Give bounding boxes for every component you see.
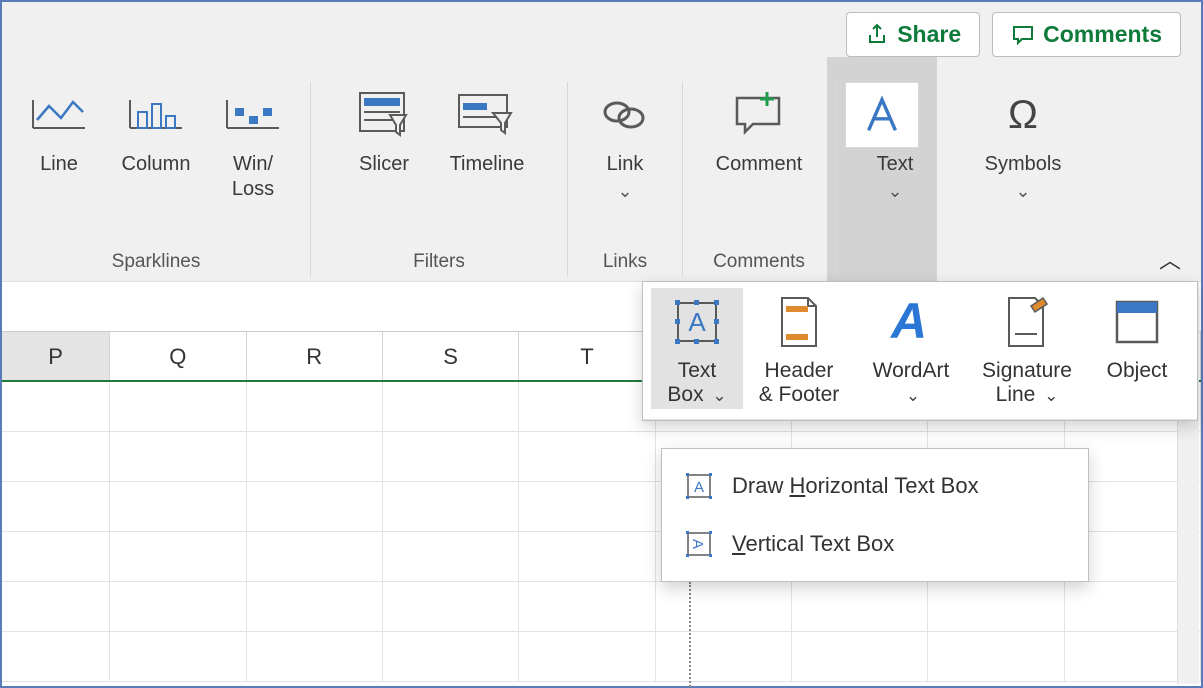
col-header-r[interactable]: R <box>247 332 383 380</box>
vertical-textbox-label: Vertical Text Box <box>732 531 894 557</box>
svg-text:A: A <box>694 479 704 496</box>
top-right-buttons: Share Comments <box>846 12 1181 57</box>
omega-icon: Ω <box>998 90 1048 138</box>
group-comments-label: Comments <box>713 251 805 273</box>
svg-text:A: A <box>689 539 706 549</box>
timeline-icon <box>455 89 519 139</box>
group-text-spacer <box>892 251 897 273</box>
textbox-dropdown-button[interactable]: A Text Box ⌄ <box>651 288 743 409</box>
slicer-button[interactable]: Slicer <box>339 82 429 251</box>
object-icon <box>1111 296 1163 348</box>
share-label: Share <box>897 21 961 48</box>
chevron-down-icon: ⌄ <box>906 386 920 405</box>
link-label: Link <box>607 152 644 177</box>
wordart-button[interactable]: A WordArt ⌄ <box>855 288 967 409</box>
col-header-p[interactable]: P <box>2 332 110 380</box>
group-comments: Comment Comments <box>683 82 836 277</box>
vertical-textbox-icon: A <box>684 529 714 559</box>
textbox-label-2: Box <box>667 383 703 406</box>
signature-label-1: Signature <box>982 358 1072 383</box>
slicer-icon <box>354 89 414 139</box>
sparkline-column-icon <box>126 92 186 136</box>
timeline-label: Timeline <box>450 152 525 177</box>
share-icon <box>865 23 889 47</box>
comments-label: Comments <box>1043 21 1162 48</box>
group-symbols-spacer <box>1020 251 1025 273</box>
vertical-textbox-item[interactable]: A Vertical Text Box <box>662 515 1088 573</box>
comments-icon <box>1011 23 1035 47</box>
comment-label: Comment <box>716 152 803 177</box>
col-header-s[interactable]: S <box>383 332 519 380</box>
svg-text:A: A <box>889 294 927 349</box>
timeline-button[interactable]: Timeline <box>435 82 539 251</box>
svg-text:Ω: Ω <box>1008 93 1038 137</box>
headerfooter-button[interactable]: Header & Footer <box>743 288 855 409</box>
wordart-icon: A <box>881 294 941 350</box>
draw-horizontal-textbox-item[interactable]: A Draw Horizontal Text Box <box>662 457 1088 515</box>
signature-label-2: Line <box>996 383 1036 406</box>
sparkline-winloss-button[interactable]: Win/ Loss <box>210 82 296 251</box>
text-dropdown-panel: A Text Box ⌄ Header & Footer A <box>642 281 1198 421</box>
symbols-label: Symbols <box>985 152 1062 177</box>
slicer-label: Slicer <box>359 152 409 177</box>
text-label: Text <box>877 152 914 177</box>
link-icon <box>597 92 653 136</box>
group-text: Text ⌄ <box>836 82 954 277</box>
object-button[interactable]: Object <box>1087 288 1187 409</box>
headerfooter-icon <box>774 294 824 350</box>
col-header-t[interactable]: T <box>519 332 655 380</box>
link-button[interactable]: Link ⌄ <box>582 82 668 251</box>
headerfooter-label-1: Header <box>765 358 834 383</box>
chevron-down-icon: ⌄ <box>1015 181 1030 202</box>
dropdown-origin-marker <box>689 582 691 687</box>
sparkline-line-icon <box>29 92 89 136</box>
group-sparklines: Line Column <box>2 82 311 277</box>
sparkline-column-button[interactable]: Column <box>108 82 204 251</box>
draw-horizontal-label: Draw Horizontal Text Box <box>732 473 979 499</box>
wordart-label: WordArt <box>873 358 950 383</box>
chevron-down-icon: ⌄ <box>617 181 632 202</box>
horizontal-textbox-icon: A <box>684 471 714 501</box>
sparkline-column-label: Column <box>122 152 191 177</box>
ribbon: Share Comments <box>2 2 1201 282</box>
collapse-ribbon-button[interactable]: ︿ <box>1159 243 1181 275</box>
chevron-down-icon: ⌄ <box>708 386 727 405</box>
group-links: Link ⌄ Links <box>568 82 683 277</box>
ribbon-groups: Line Column <box>2 82 1092 282</box>
chevron-down-icon: ⌄ <box>1039 386 1058 405</box>
group-sparklines-label: Sparklines <box>112 251 201 273</box>
signature-icon <box>1001 294 1053 350</box>
sparkline-winloss-icon <box>223 92 283 136</box>
object-label: Object <box>1107 358 1168 383</box>
group-links-label: Links <box>603 251 647 273</box>
textbox-icon: A <box>670 295 724 349</box>
sparkline-winloss-label: Win/ Loss <box>232 152 274 202</box>
symbols-button[interactable]: Ω Symbols ⌄ <box>968 82 1078 251</box>
textbox-submenu: A Draw Horizontal Text Box A Vertical Te… <box>661 448 1089 582</box>
share-button[interactable]: Share <box>846 12 980 57</box>
comments-button[interactable]: Comments <box>992 12 1181 57</box>
sparkline-line-button[interactable]: Line <box>16 82 102 251</box>
svg-text:A: A <box>688 307 706 337</box>
group-symbols: Ω Symbols ⌄ <box>954 82 1092 277</box>
col-header-q[interactable]: Q <box>110 332 246 380</box>
signature-button[interactable]: Signature Line ⌄ <box>967 288 1087 409</box>
comment-icon <box>729 90 789 138</box>
textbox-label-1: Text <box>678 359 717 382</box>
group-filters-label: Filters <box>413 251 465 273</box>
comment-button[interactable]: Comment <box>697 82 821 251</box>
group-filters: Slicer Timeline Filters <box>311 82 568 277</box>
sparkline-line-label: Line <box>40 152 78 177</box>
text-dropdown-button[interactable]: Text ⌄ <box>850 82 940 251</box>
headerfooter-label-2: & Footer <box>759 383 840 407</box>
chevron-down-icon: ⌄ <box>887 181 902 202</box>
